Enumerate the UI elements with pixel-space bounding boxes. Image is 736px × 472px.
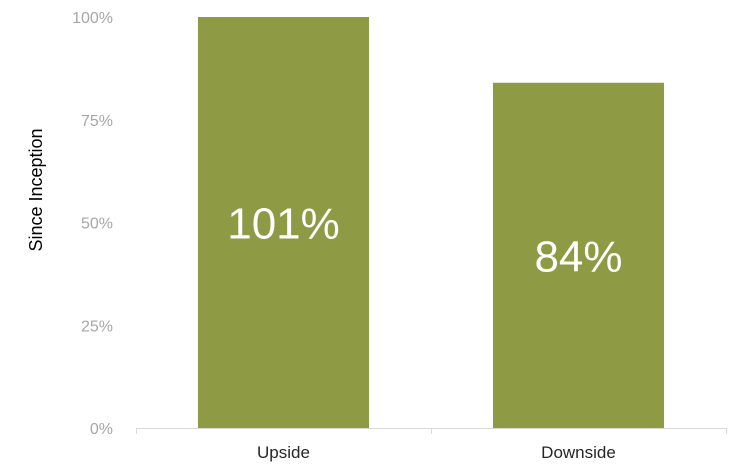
data-label: 101%	[227, 200, 340, 249]
y-tick-label: 0%	[90, 421, 113, 438]
y-tick-label: 75%	[81, 113, 113, 130]
y-tick-label: 100%	[72, 10, 113, 27]
x-tick-label: Downside	[541, 443, 616, 462]
bar-downside	[492, 82, 665, 428]
x-tick-label: Upside	[257, 443, 310, 462]
y-tick-label: 25%	[81, 318, 113, 335]
x-axis	[136, 428, 727, 434]
y-tick-labels: 0% 25% 50% 75% 100%	[72, 10, 113, 438]
bar-upside	[197, 17, 370, 428]
y-axis-title: Since Inception	[26, 128, 46, 251]
data-labels: 101% 84%	[227, 200, 622, 282]
x-tick-labels: Upside Downside	[257, 443, 616, 462]
data-label: 84%	[534, 232, 622, 281]
y-tick-label: 50%	[81, 216, 113, 233]
bars	[197, 17, 665, 428]
